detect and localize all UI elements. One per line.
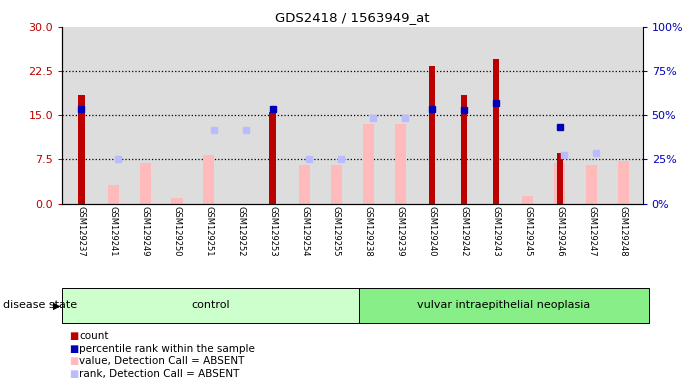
Text: ■: ■ — [69, 356, 78, 366]
Title: GDS2418 / 1563949_at: GDS2418 / 1563949_at — [275, 11, 430, 24]
Bar — [203, 155, 214, 204]
Bar — [299, 165, 310, 204]
Bar — [331, 165, 342, 204]
Text: percentile rank within the sample: percentile rank within the sample — [79, 344, 256, 354]
Text: ■: ■ — [69, 331, 78, 341]
Bar — [461, 94, 467, 204]
Bar — [522, 197, 533, 204]
Text: control: control — [191, 300, 230, 310]
Bar — [78, 94, 84, 204]
Text: disease state: disease state — [3, 300, 77, 310]
Text: ■: ■ — [69, 344, 78, 354]
Text: vulvar intraepithelial neoplasia: vulvar intraepithelial neoplasia — [417, 300, 591, 310]
Bar — [586, 165, 597, 204]
Bar — [493, 59, 499, 204]
Text: rank, Detection Call = ABSENT: rank, Detection Call = ABSENT — [79, 369, 240, 379]
Text: value, Detection Call = ABSENT: value, Detection Call = ABSENT — [79, 356, 245, 366]
Bar — [554, 164, 565, 204]
Bar — [618, 161, 629, 204]
Bar — [108, 185, 119, 204]
Bar — [395, 124, 406, 204]
Text: ■: ■ — [69, 369, 78, 379]
Bar — [429, 66, 435, 204]
Bar — [556, 154, 563, 204]
Bar — [171, 198, 182, 204]
Bar — [140, 164, 151, 204]
Text: count: count — [79, 331, 109, 341]
Text: ▶: ▶ — [53, 300, 60, 310]
Bar — [269, 112, 276, 204]
Bar — [363, 124, 374, 204]
